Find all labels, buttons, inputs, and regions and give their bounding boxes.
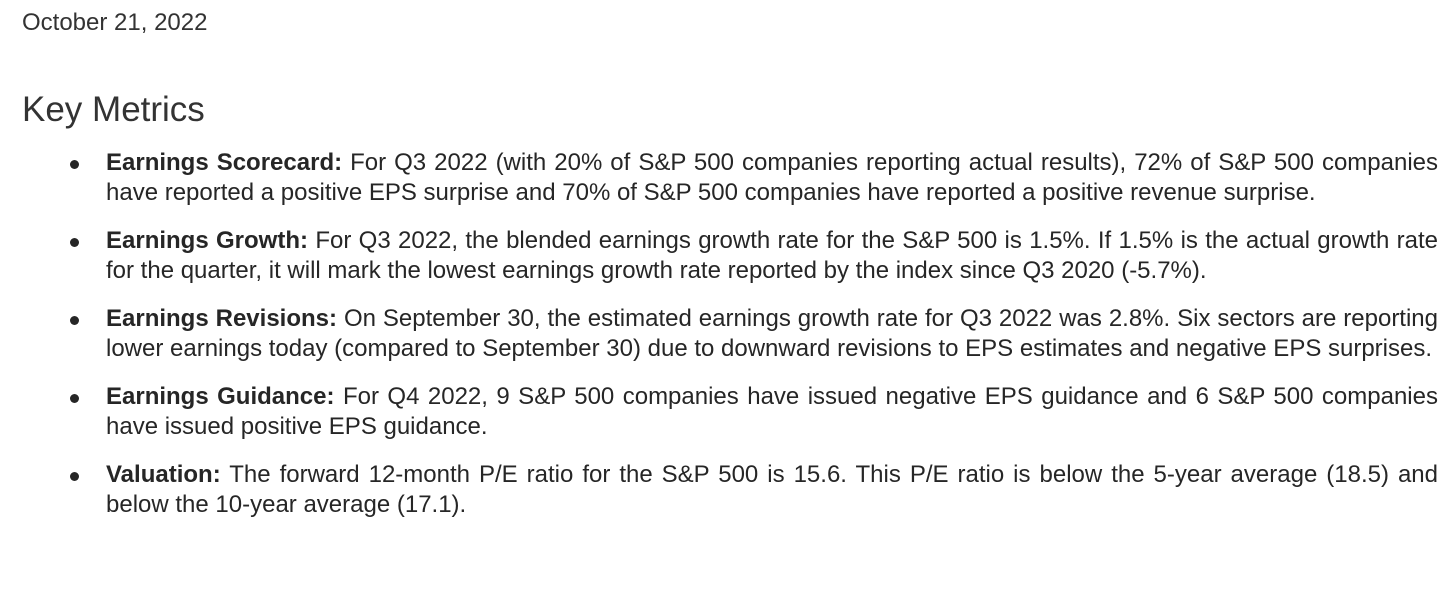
metric-valuation: Valuation: The forward 12-month P/E rati… [0, 460, 1456, 520]
metric-earnings-growth: Earnings Growth: For Q3 2022, the blende… [0, 226, 1456, 286]
metric-text: The forward 12-month P/E ratio for the S… [106, 461, 1438, 518]
key-metrics-list: Earnings Scorecard: For Q3 2022 (with 20… [0, 148, 1456, 538]
metric-label: Earnings Guidance: [106, 383, 335, 410]
metric-label: Earnings Revisions: [106, 305, 337, 332]
metric-label: Valuation: [106, 461, 221, 488]
metric-text: For Q3 2022 (with 20% of S&P 500 compani… [106, 149, 1439, 206]
metric-label: Earnings Scorecard: [106, 149, 343, 176]
metric-earnings-guidance: Earnings Guidance: For Q4 2022, 9 S&P 50… [0, 382, 1456, 442]
metric-earnings-revisions: Earnings Revisions: On September 30, the… [0, 304, 1456, 364]
metric-text: For Q4 2022, 9 S&P 500 companies have is… [106, 383, 1438, 440]
metric-text: On September 30, the estimated earnings … [106, 305, 1439, 362]
report-date: October 21, 2022 [22, 9, 208, 36]
metric-earnings-scorecard: Earnings Scorecard: For Q3 2022 (with 20… [0, 148, 1456, 208]
bullet-icon [70, 238, 79, 247]
metric-label: Earnings Growth: [106, 227, 308, 254]
section-heading: Key Metrics [22, 90, 205, 129]
bullet-icon [70, 316, 79, 325]
bullet-icon [70, 160, 79, 169]
bullet-icon [70, 472, 79, 481]
metric-text: For Q3 2022, the blended earnings growth… [106, 227, 1438, 284]
bullet-icon [70, 394, 79, 403]
